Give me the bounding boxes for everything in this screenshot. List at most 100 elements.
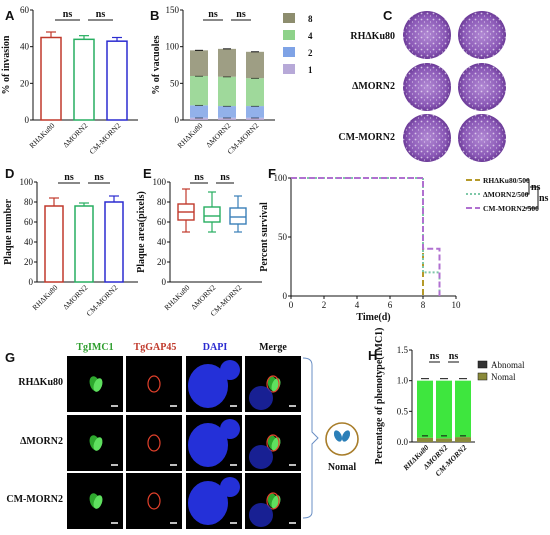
y-tick-label: 100 bbox=[166, 42, 180, 52]
ns-annotation: ns bbox=[94, 172, 104, 183]
bar bbox=[74, 205, 94, 283]
legend-label: 1 bbox=[308, 65, 313, 75]
box bbox=[229, 207, 247, 225]
ns-annotation: ns bbox=[63, 9, 73, 20]
imc1-signal bbox=[93, 495, 103, 509]
gap45-signal bbox=[266, 434, 280, 452]
stacked-bar-segment bbox=[218, 117, 236, 120]
gap45-signal bbox=[266, 492, 280, 510]
chart-f-survival: 0 50 100 Percent survival 0 2 4 6 8 10 Time(d) RHΔK… bbox=[259, 173, 549, 323]
stacked-bar-segment bbox=[455, 437, 471, 442]
y-axis-label: Plaque number bbox=[3, 199, 14, 265]
bar bbox=[40, 36, 62, 121]
ns-annotation: ns bbox=[220, 172, 230, 183]
ns-annotation: ns bbox=[449, 351, 459, 362]
panel-label-e: E bbox=[143, 166, 152, 181]
ns-annotation: ns bbox=[539, 193, 549, 204]
y-tick-label: 20 bbox=[20, 78, 30, 88]
y-tick-label: 0 bbox=[175, 115, 180, 125]
dapi-signal bbox=[220, 360, 240, 380]
x-tick-label: 0 bbox=[289, 300, 294, 310]
panel-g-col-dapi: DAPI bbox=[203, 342, 228, 353]
panel-g-row-3: CM-MORN2 bbox=[6, 494, 63, 505]
survival-line bbox=[291, 177, 424, 296]
dapi-signal bbox=[188, 364, 228, 408]
y-tick-label: 60 bbox=[157, 217, 167, 227]
chart-h-phenotype: 0.0 0.5 1.0 1.5 Percentage of phenotype(IMC1… bbox=[374, 327, 525, 478]
box bbox=[203, 206, 221, 223]
legend-swatch bbox=[283, 30, 295, 40]
ns-annotation: ns bbox=[236, 9, 246, 20]
stacked-bar-segment bbox=[218, 76, 236, 107]
gap45-signal bbox=[147, 492, 161, 510]
chart-d-plaque-number: 0 20 40 60 80 100 Plaque number RHΔKu80 ΔMORN2CM… bbox=[3, 172, 138, 318]
stacked-bar-segment bbox=[218, 106, 236, 118]
imc1-signal bbox=[93, 437, 103, 451]
x-tick-label: CM-MORN2 bbox=[87, 121, 122, 156]
y-tick-label: 1.5 bbox=[397, 345, 409, 355]
nomal-parasite-icon bbox=[325, 422, 359, 456]
stacked-bar-segment bbox=[246, 117, 264, 120]
y-tick-label: 40 bbox=[157, 237, 167, 247]
x-axis-label: Time(d) bbox=[356, 312, 390, 323]
y-axis-label: % of invasion bbox=[1, 35, 12, 94]
x-tick-label: RHΔKu80 bbox=[27, 121, 56, 150]
panel-c-row-label-1: RHΔKu80 bbox=[350, 31, 395, 42]
panel-g-microscopy: TgIMC1 TgGAP45 DAPI Merge RHΔKu80 ΔMORN2… bbox=[6, 342, 359, 529]
panel-label-g: G bbox=[5, 350, 15, 365]
y-axis-label: Plaque area(pixels) bbox=[136, 191, 147, 273]
stacked-bar-segment bbox=[190, 105, 208, 118]
panel-g-row-2: ΔMORN2 bbox=[20, 436, 63, 447]
y-tick-label: 40 bbox=[20, 42, 30, 52]
gap45-signal bbox=[147, 375, 161, 393]
ns-bracket bbox=[525, 186, 539, 209]
dapi-signal bbox=[188, 423, 228, 467]
legend-label: 4 bbox=[308, 31, 313, 41]
legend-label: ΔMORN2/500 bbox=[483, 190, 529, 199]
ns-annotation: ns bbox=[96, 9, 106, 20]
x-tick-label: ΔMORN2 bbox=[204, 121, 233, 150]
y-tick-label: 100 bbox=[274, 173, 288, 183]
panel-label-d: D bbox=[5, 166, 14, 181]
y-tick-label: 20 bbox=[24, 257, 34, 267]
y-tick-label: 0 bbox=[162, 277, 167, 287]
dapi-signal bbox=[220, 419, 240, 439]
legend-label: 2 bbox=[308, 48, 313, 58]
survival-line bbox=[291, 177, 441, 296]
ns-annotation: ns bbox=[194, 172, 204, 183]
stacked-bar-segment bbox=[246, 106, 264, 118]
micrograph-tile bbox=[126, 415, 182, 471]
bar bbox=[104, 201, 124, 283]
stacked-bar-segment bbox=[436, 438, 452, 442]
x-tick-label: 8 bbox=[421, 300, 426, 310]
panel-label-f: F bbox=[268, 166, 276, 181]
legend-swatch bbox=[283, 47, 295, 57]
y-axis-label: % of vacuoles bbox=[151, 35, 162, 95]
y-tick-label: 0 bbox=[29, 277, 34, 287]
y-tick-label: 40 bbox=[24, 237, 34, 247]
ns-annotation: ns bbox=[430, 351, 440, 362]
panel-g-col-imc1: TgIMC1 bbox=[76, 342, 113, 353]
legend-label: Nomal bbox=[491, 372, 516, 382]
stacked-bar-segment bbox=[190, 50, 208, 76]
stacked-bar-segment bbox=[246, 78, 264, 107]
panel-label-b: B bbox=[150, 8, 159, 23]
panel-label-h: H bbox=[368, 348, 377, 363]
panel-label-c: C bbox=[383, 8, 393, 23]
panel-g-col-merge: Merge bbox=[259, 342, 287, 353]
bar bbox=[73, 38, 95, 121]
x-tick-label: RHΔKu80 bbox=[175, 121, 204, 150]
stacked-bar-segment bbox=[436, 380, 452, 439]
legend-label: CM-MORN2/500 bbox=[483, 204, 539, 213]
stacked-bar-segment bbox=[417, 380, 433, 438]
survival-line bbox=[291, 177, 441, 296]
y-tick-label: 50 bbox=[278, 232, 288, 242]
y-tick-label: 60 bbox=[24, 217, 34, 227]
y-tick-label: 80 bbox=[24, 197, 34, 207]
ns-bracket bbox=[525, 179, 530, 195]
dapi-signal bbox=[188, 481, 228, 525]
y-tick-label: 50 bbox=[170, 78, 180, 88]
x-tick-label: 10 bbox=[452, 300, 462, 310]
